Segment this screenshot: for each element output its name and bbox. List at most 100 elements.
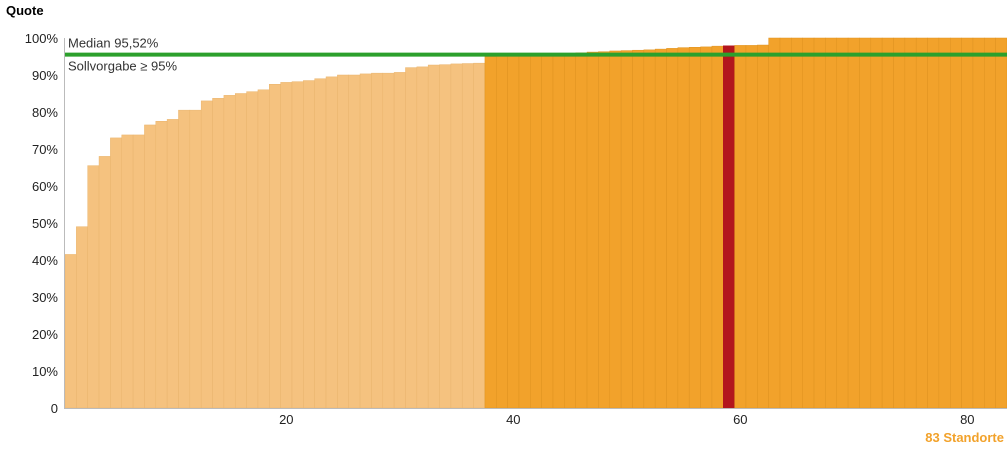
bar-20 [280,82,293,409]
bar-6 [121,134,134,409]
x-tick-label: 80 [960,412,974,427]
bar-37 [473,62,486,409]
y-tick-label: 80% [32,105,58,120]
bar-30 [393,72,406,409]
bar-41 [518,55,531,409]
bar-49 [609,50,622,409]
bar-36 [461,63,474,409]
bar-51 [632,49,645,409]
bar-15 [223,95,236,409]
bar-59 [723,45,735,409]
y-tick-label: 50% [32,216,58,231]
bar-65 [791,37,803,409]
bar-50 [620,50,633,409]
bar-72 [870,37,883,409]
bar-78 [938,37,951,409]
bar-44 [552,54,565,409]
bar-77 [927,37,940,409]
bar-48 [598,51,611,409]
x-tick-label: 40 [506,412,520,427]
bar-18 [257,89,270,409]
bar-5 [110,137,123,409]
y-tick-label: 30% [32,290,58,305]
bar-60 [734,45,747,409]
bar-54 [666,48,679,409]
bar-58 [711,45,724,409]
bar-17 [246,91,259,409]
bar-38 [484,56,497,409]
bar-61 [745,45,758,409]
axes-group [64,38,1007,409]
x-tick-label: 20 [279,412,293,427]
y-tick-label: 70% [32,142,58,157]
bar-25 [337,74,349,409]
y-tick-label: 40% [32,253,58,268]
bar-73 [881,37,894,409]
bar-9 [155,121,168,409]
median-label: Median 95,52% [68,36,159,51]
bar-27 [359,73,372,409]
bar-64 [779,37,792,409]
bar-83 [995,37,1007,409]
bar-33 [427,64,440,409]
bar-35 [450,63,463,409]
bar-12 [189,109,202,409]
bar-55 [677,47,690,409]
bar-56 [688,47,701,409]
bar-4 [98,156,111,409]
bar-39 [496,55,508,409]
bar-7 [132,134,145,409]
bar-53 [654,48,667,409]
bar-45 [564,53,576,409]
bar-71 [859,37,872,409]
bar-74 [893,37,906,409]
y-tick-label: 100% [25,31,59,46]
bar-32 [416,66,429,409]
bar-24 [325,76,338,409]
bar-29 [382,72,395,409]
bar-57 [700,46,713,409]
bars-group [64,37,1007,409]
bar-22 [303,80,315,409]
bar-79 [950,37,962,409]
bar-42 [530,54,542,409]
y-tick-label: 10% [32,364,58,379]
bar-68 [825,37,838,409]
target-label: Sollvorgabe ≥ 95% [68,59,177,74]
bar-63 [768,37,781,409]
bar-80 [961,37,974,409]
bar-13 [200,100,213,409]
bar-81 [972,37,985,409]
bar-62 [757,44,769,409]
bar-28 [371,72,384,409]
bar-14 [212,98,225,409]
bar-3 [87,165,100,409]
bar-26 [348,74,361,409]
bar-67 [813,37,826,409]
bar-76 [915,37,928,409]
y-tick-label: 60% [32,179,58,194]
bar-43 [541,54,554,409]
bar-31 [405,67,418,409]
bar-75 [904,37,917,409]
bar-23 [314,78,327,409]
bar-2 [76,226,88,409]
x-axis-title: 83 Standorte [925,430,1004,445]
bar-69 [836,37,849,409]
bar-10 [166,119,179,409]
y-tick-label: 0 [51,401,58,416]
bar-52 [643,49,656,409]
bar-82 [984,37,996,409]
bar-66 [802,37,815,409]
bar-1 [64,254,77,409]
y-tick-label: 90% [32,68,58,83]
x-tick-label: 60 [733,412,747,427]
bar-11 [178,109,191,409]
bar-47 [586,51,599,409]
y-ticks-group: 0 10% 20% 30% 40% 50% 60% 70% 80% 90% 100% [25,31,59,416]
bar-70 [847,37,860,409]
bar-34 [439,64,452,409]
bar-16 [234,93,247,409]
y-axis-title: Quote [6,3,44,18]
